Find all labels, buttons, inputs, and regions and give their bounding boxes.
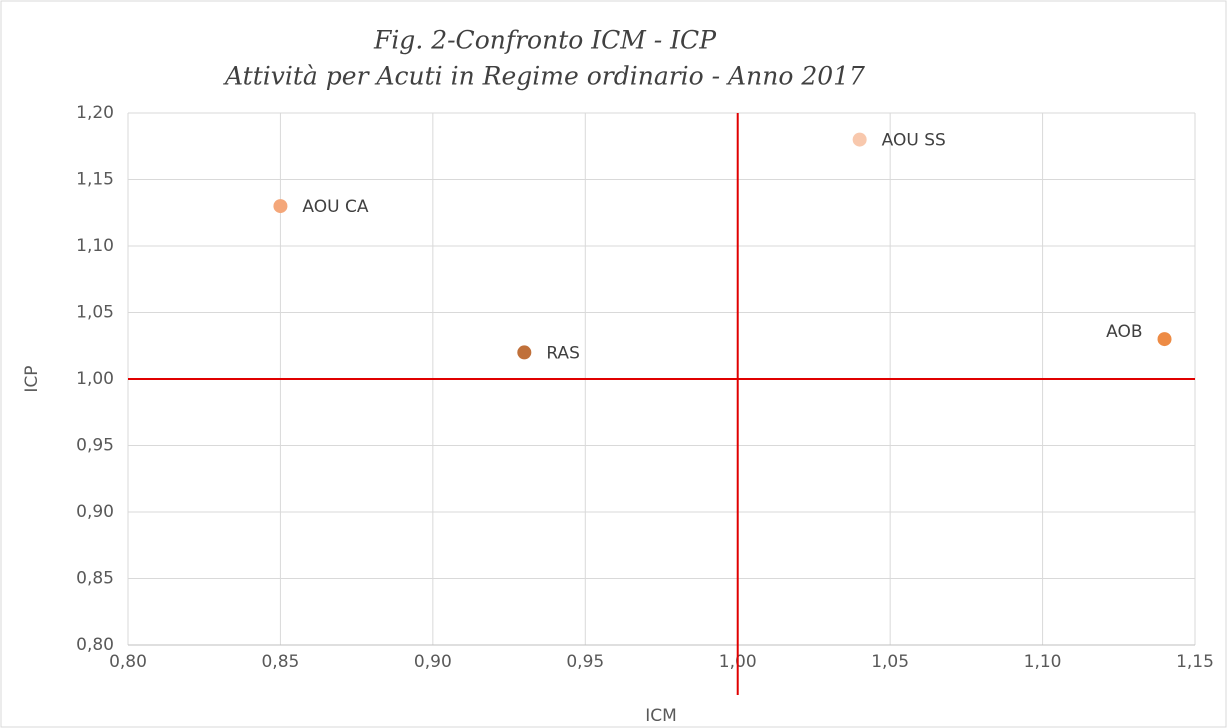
- point: [273, 199, 288, 214]
- point: [517, 345, 532, 360]
- y-tick-label: 1,05: [76, 303, 114, 323]
- point-label: AOB: [1106, 322, 1142, 342]
- x-tick-label: 1,15: [1176, 652, 1214, 672]
- point-label: AOU CA: [302, 197, 368, 217]
- y-tick-label: 1,10: [76, 236, 114, 256]
- chart-subtitle: Attività per Acuti in Regime ordinario -…: [223, 62, 865, 91]
- y-tick-label: 1,20: [76, 103, 114, 123]
- y-tick-label: 0,90: [76, 502, 114, 522]
- y-axis-label: ICP: [22, 365, 42, 392]
- x-tick-label: 0,85: [261, 652, 299, 672]
- point-label: RAS: [546, 343, 580, 363]
- y-tick-label: 1,00: [76, 369, 114, 389]
- point-label: AOU SS: [882, 131, 946, 151]
- x-tick-label: 1,05: [871, 652, 909, 672]
- point: [1157, 332, 1172, 347]
- x-tick-label: 1,10: [1024, 652, 1062, 672]
- y-tick-label: 1,15: [76, 170, 114, 190]
- x-tick-label: 0,80: [109, 652, 147, 672]
- x-tick-label: 0,90: [414, 652, 452, 672]
- x-tick-label: 0,95: [566, 652, 604, 672]
- y-tick-label: 0,85: [76, 569, 114, 589]
- x-axis-label: ICM: [645, 706, 677, 726]
- y-tick-label: 0,95: [76, 436, 114, 456]
- y-tick-label: 0,80: [76, 635, 114, 655]
- point: [852, 132, 867, 147]
- chart-title: Fig. 2-Confronto ICM - ICP: [373, 26, 717, 55]
